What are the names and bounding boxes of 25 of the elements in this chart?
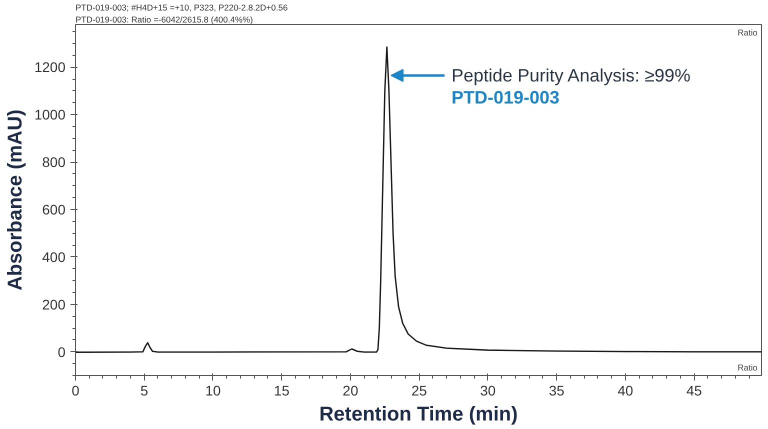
x-tick-label: 5 — [140, 382, 148, 398]
y-axis-title: Absorbance (mAU) — [4, 109, 26, 291]
y-tick-label: 1000 — [34, 106, 66, 123]
y-tick-label: 600 — [42, 201, 66, 218]
y-tick-label: 200 — [42, 296, 66, 312]
x-tick-label: 20 — [342, 382, 358, 398]
text: PTD-019-003: Ratio =-6042/2615.8 (400.4%%) — [76, 14, 254, 24]
x-tick-label: 40 — [618, 382, 634, 398]
x-tick-label: 30 — [480, 382, 496, 398]
y-tick-label: 1200 — [34, 59, 66, 76]
x-tick-label: 25 — [411, 382, 428, 398]
y-tick-label: 0 — [58, 344, 66, 360]
text: PTD-019-003; #H4D+15 =+10, P323, P220-2.8.2D+0.56 — [76, 2, 288, 12]
annotation: Peptide Purity Analysis: ≥99% PTD-019-003 — [451, 65, 691, 108]
x-tick-label: 0 — [72, 382, 80, 398]
line-series — [76, 46, 762, 353]
x-tick-label: 35 — [548, 382, 565, 398]
annotation: Ratio — [738, 362, 758, 372]
x-tick-label: 15 — [274, 382, 290, 398]
y-tick-label: 400 — [42, 248, 66, 265]
x-tick-label: 45 — [686, 382, 702, 398]
x-axis-title: Retention Time (min) — [319, 404, 518, 426]
annotation: Ratio — [738, 28, 758, 38]
x-tick-label: 10 — [205, 382, 221, 398]
y-tick-label: 800 — [42, 154, 66, 170]
